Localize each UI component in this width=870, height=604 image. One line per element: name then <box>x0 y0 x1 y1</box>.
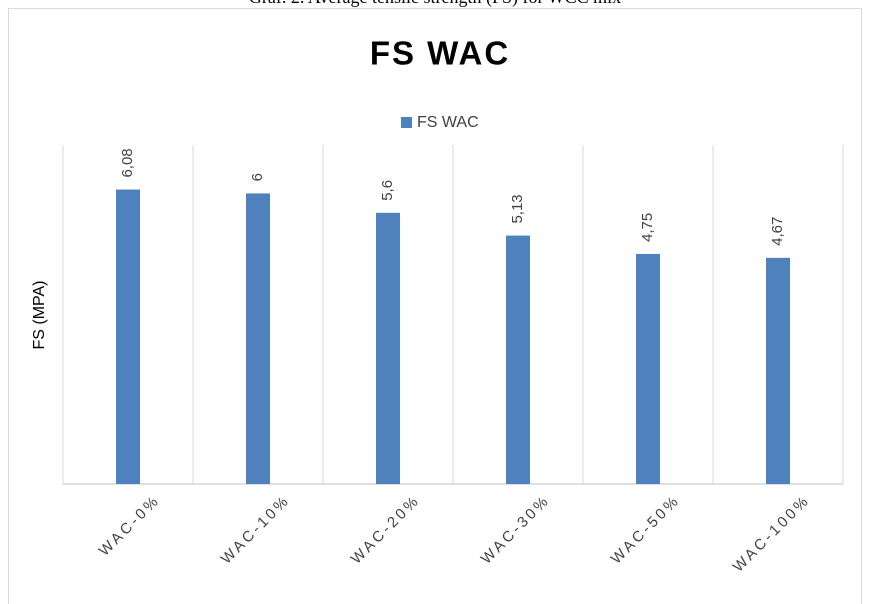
data-label: 5,6 <box>379 180 396 201</box>
bar <box>766 257 790 484</box>
bar <box>506 235 530 484</box>
legend-label: FS WAC <box>417 114 479 131</box>
legend-swatch <box>401 117 412 128</box>
data-label: 6 <box>249 173 266 181</box>
bar <box>116 189 140 484</box>
bar <box>376 212 400 485</box>
chart-frame <box>8 8 862 604</box>
bar <box>636 253 660 484</box>
caption: Graf. 2. Average tensile strength (FS) f… <box>249 0 621 8</box>
data-label: 4,75 <box>639 213 656 242</box>
chart-title: FS WAC <box>370 35 510 72</box>
data-label: 5,13 <box>509 194 526 223</box>
y-axis-label: FS (MPA) <box>31 280 48 349</box>
data-label: 4,67 <box>769 217 786 246</box>
data-label: 6,08 <box>119 148 136 177</box>
bar <box>246 193 270 484</box>
